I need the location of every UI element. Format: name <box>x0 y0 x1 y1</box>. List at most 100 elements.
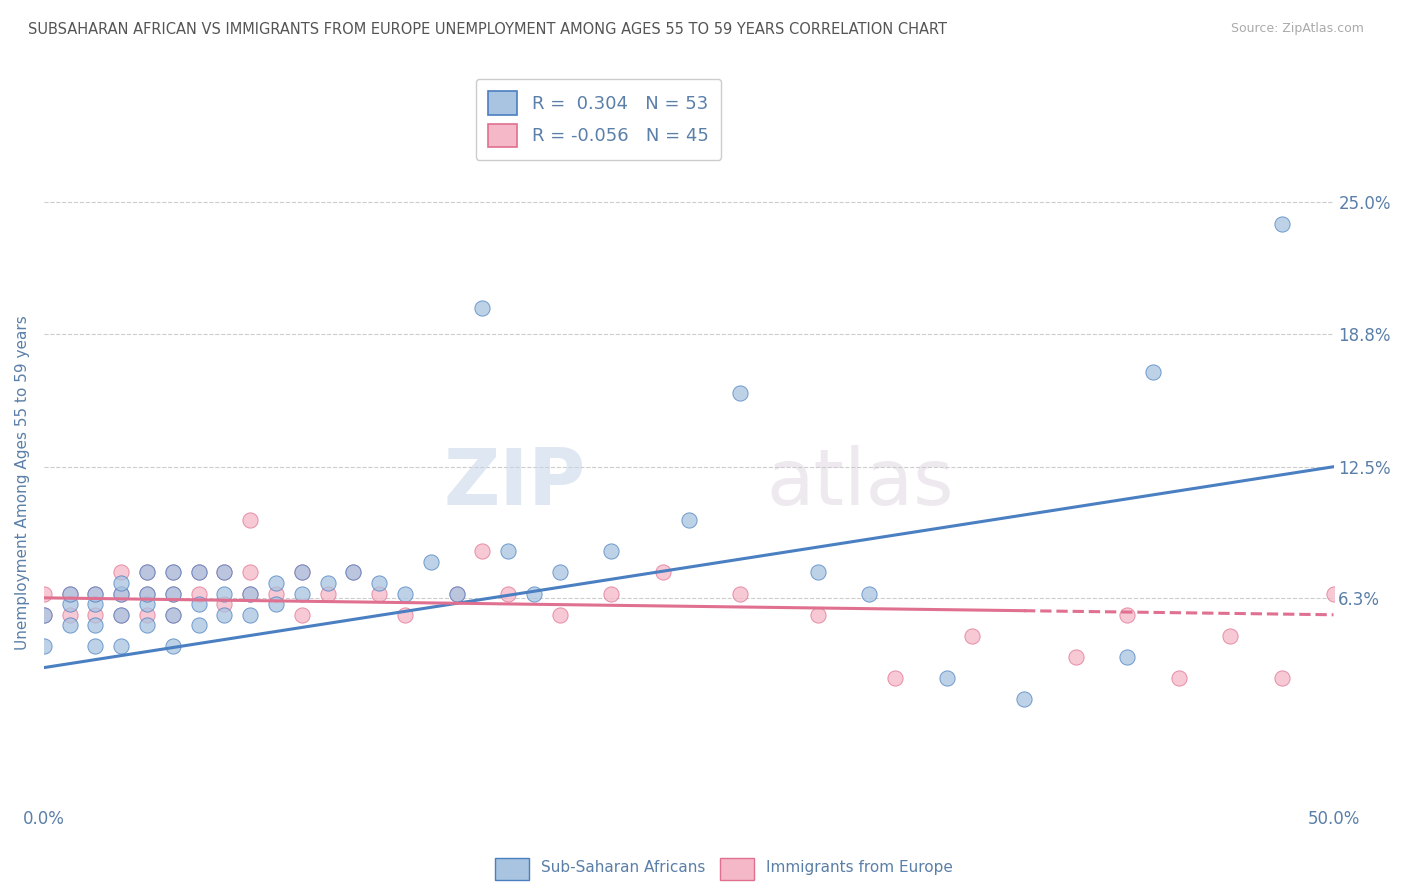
Point <box>32 586 55 600</box>
Point <box>807 566 830 580</box>
Point <box>264 597 287 611</box>
Point <box>1271 217 1294 231</box>
Point <box>59 597 82 611</box>
Point <box>496 544 519 558</box>
Point <box>59 586 82 600</box>
Point <box>368 576 391 591</box>
Point <box>162 607 184 622</box>
Point <box>84 586 107 600</box>
Text: Sub-Saharan Africans: Sub-Saharan Africans <box>541 860 706 874</box>
Point <box>110 586 132 600</box>
Point <box>291 586 314 600</box>
Point <box>214 586 236 600</box>
Point <box>162 640 184 654</box>
Point <box>523 586 546 600</box>
Point <box>214 597 236 611</box>
Point <box>162 566 184 580</box>
Point <box>1064 650 1087 665</box>
Point <box>110 607 132 622</box>
Point <box>291 607 314 622</box>
Point <box>342 566 364 580</box>
Point <box>84 597 107 611</box>
Point <box>239 607 262 622</box>
Point <box>110 576 132 591</box>
Point <box>394 607 416 622</box>
Point <box>239 513 262 527</box>
Legend: R =  0.304   N = 53, R = -0.056   N = 45: R = 0.304 N = 53, R = -0.056 N = 45 <box>475 78 721 160</box>
Point <box>600 586 623 600</box>
Point <box>807 607 830 622</box>
Point <box>214 566 236 580</box>
Point <box>110 566 132 580</box>
Point <box>1219 629 1241 643</box>
Point <box>935 671 957 685</box>
Point <box>342 566 364 580</box>
Point <box>291 566 314 580</box>
Point <box>136 586 159 600</box>
Point <box>84 618 107 632</box>
Point <box>1322 586 1344 600</box>
Point <box>136 566 159 580</box>
Point <box>136 618 159 632</box>
Point <box>162 586 184 600</box>
Text: atlas: atlas <box>766 444 953 521</box>
Point <box>368 586 391 600</box>
Point <box>32 607 55 622</box>
Point <box>1271 671 1294 685</box>
Point <box>59 607 82 622</box>
Point <box>214 607 236 622</box>
Text: SUBSAHARAN AFRICAN VS IMMIGRANTS FROM EUROPE UNEMPLOYMENT AMONG AGES 55 TO 59 YE: SUBSAHARAN AFRICAN VS IMMIGRANTS FROM EU… <box>28 22 948 37</box>
Point <box>162 607 184 622</box>
Point <box>1116 650 1139 665</box>
Point <box>110 607 132 622</box>
Point <box>730 586 752 600</box>
Point <box>1167 671 1189 685</box>
Point <box>651 566 673 580</box>
Point <box>730 385 752 400</box>
Point <box>446 586 468 600</box>
Text: Immigrants from Europe: Immigrants from Europe <box>766 860 953 874</box>
Point <box>394 586 416 600</box>
Point <box>1116 607 1139 622</box>
Point <box>84 607 107 622</box>
Point <box>187 586 209 600</box>
Point <box>1012 692 1035 706</box>
Point <box>162 586 184 600</box>
Point <box>136 566 159 580</box>
Point <box>419 555 441 569</box>
Point <box>187 618 209 632</box>
Text: Source: ZipAtlas.com: Source: ZipAtlas.com <box>1230 22 1364 36</box>
Point <box>187 566 209 580</box>
Point <box>187 597 209 611</box>
Point <box>600 544 623 558</box>
Point <box>32 640 55 654</box>
Point <box>187 566 209 580</box>
Point <box>239 586 262 600</box>
Text: ZIP: ZIP <box>443 444 585 521</box>
Point <box>84 640 107 654</box>
Point <box>316 576 339 591</box>
Point <box>214 566 236 580</box>
Point <box>291 566 314 580</box>
Point <box>59 586 82 600</box>
Point <box>239 566 262 580</box>
Point <box>1142 365 1164 379</box>
Point <box>110 640 132 654</box>
Point <box>471 544 494 558</box>
Point <box>962 629 984 643</box>
Point <box>496 586 519 600</box>
Point <box>446 586 468 600</box>
Point <box>884 671 907 685</box>
Point <box>110 586 132 600</box>
Point <box>471 301 494 315</box>
Point <box>32 607 55 622</box>
Point <box>858 586 880 600</box>
Point <box>84 586 107 600</box>
Point <box>678 513 700 527</box>
Point <box>264 576 287 591</box>
Point <box>59 618 82 632</box>
Point <box>162 566 184 580</box>
Point <box>136 597 159 611</box>
Point <box>548 566 571 580</box>
Point <box>136 607 159 622</box>
